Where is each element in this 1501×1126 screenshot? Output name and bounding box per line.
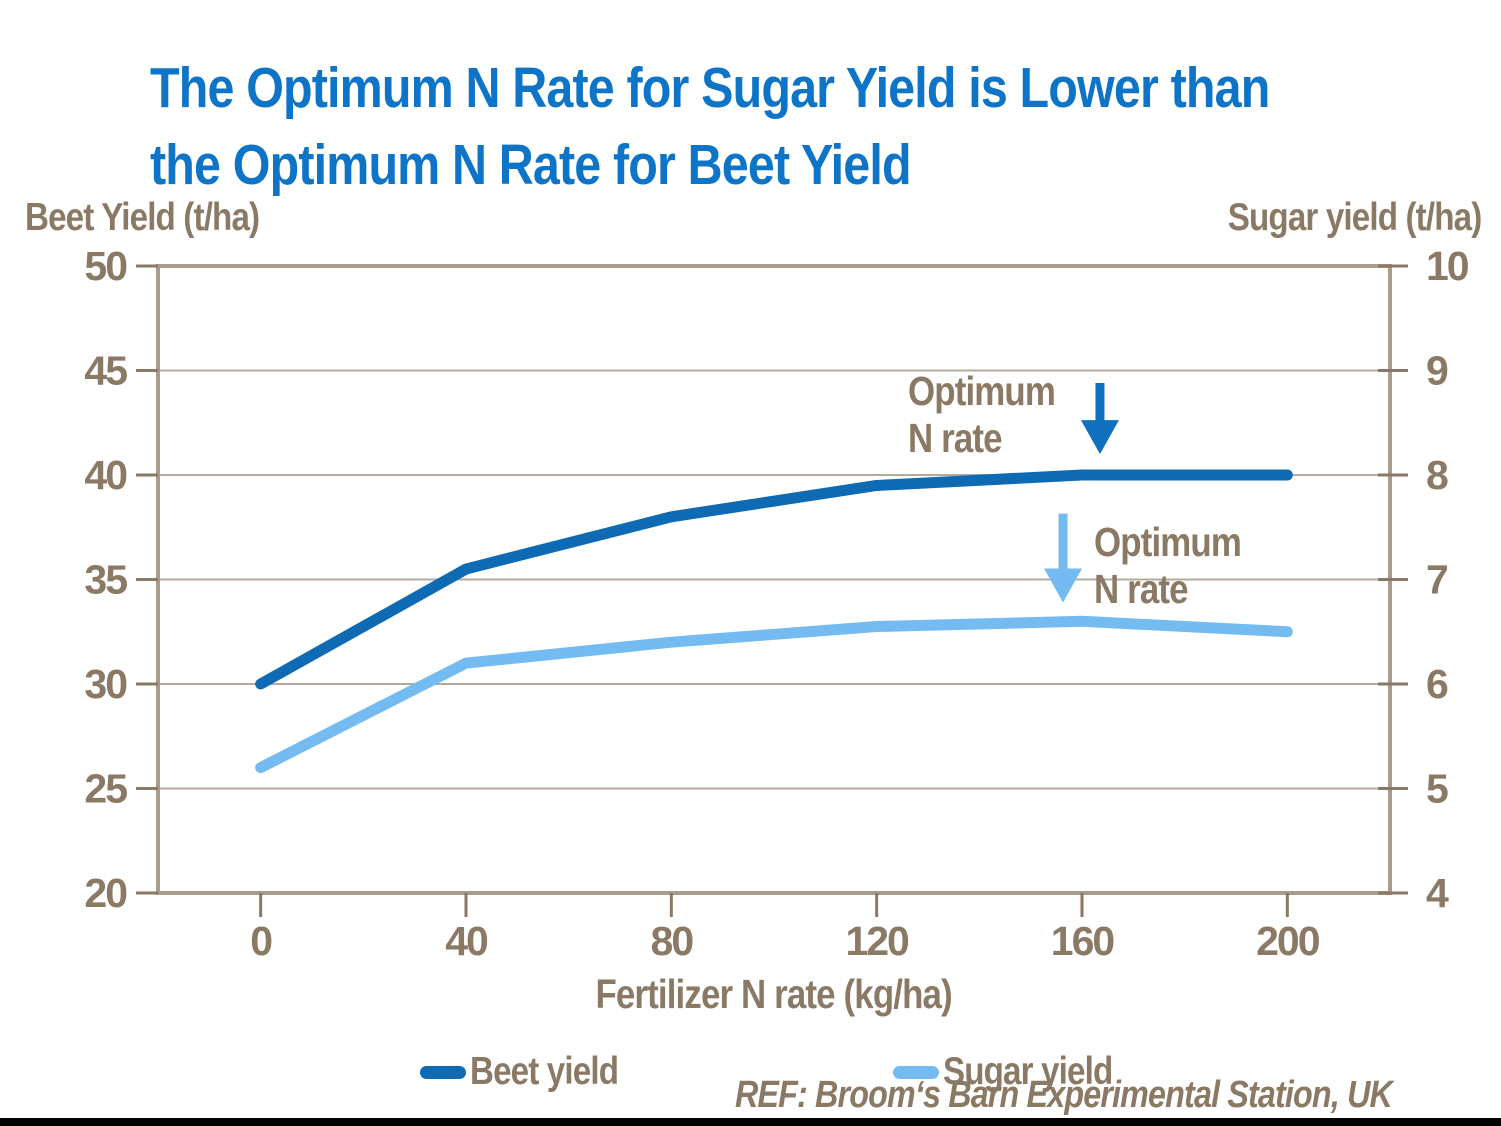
reference-text: REF: Broom‘s Barn Experimental Station, …: [734, 1074, 1393, 1116]
left-axis-tick-label: 45: [84, 348, 127, 394]
left-axis-tick-label: 25: [84, 766, 127, 812]
left-axis-tick-label: 35: [84, 557, 127, 603]
chart-title-line2: the Optimum N Rate for Beet Yield: [150, 133, 912, 197]
x-axis-tick-label: 40: [445, 918, 488, 964]
left-axis-label: Beet Yield (t/ha): [25, 196, 260, 239]
left-axis-tick-label: 40: [84, 452, 127, 498]
annotation-beet-optimum: Optimum N rate: [908, 368, 1081, 462]
x-axis-label: Fertilizer N rate (kg/ha): [595, 971, 953, 1017]
right-axis-tick-label: 8: [1426, 452, 1448, 498]
chart-title: The Optimum N Rate for Sugar Yield is Lo…: [150, 50, 1501, 204]
chart-title-line1: The Optimum N Rate for Sugar Yield is Lo…: [150, 56, 1270, 120]
right-axis-tick-label: 7: [1426, 557, 1447, 603]
beet-yield-swatch-icon: [420, 1065, 466, 1079]
x-axis-tick-label: 120: [845, 918, 909, 964]
right-axis-tick-label: 6: [1426, 661, 1448, 707]
legend-item-sugar-yield: Sugar yield: [893, 1048, 1142, 1096]
right-axis-tick-label: 5: [1426, 766, 1448, 812]
sugar-yield-swatch-icon: [893, 1065, 939, 1079]
left-axis-tick-label: 50: [84, 243, 127, 289]
left-axis-tick-label: 20: [84, 870, 127, 916]
x-axis-tick-label: 0: [250, 918, 272, 964]
legend-label-sugar-yield: Sugar yield: [943, 1050, 1113, 1093]
bottom-border-bar: [0, 1118, 1501, 1126]
beet-yield-line: [255, 469, 1293, 690]
legend-item-beet-yield: Beet yield: [420, 1048, 644, 1096]
sugar-yield-line: [255, 615, 1293, 774]
annotation-sugar-line2: N rate: [1094, 566, 1189, 612]
annotation-beet-line1: Optimum: [908, 368, 1056, 414]
annotation-sugar-line1: Optimum: [1094, 519, 1242, 565]
right-axis-tick-label: 4: [1426, 870, 1449, 916]
left-axis-tick-label: 30: [84, 661, 127, 707]
legend: Beet yield Sugar yield: [0, 1048, 1501, 1096]
legend-label-beet-yield: Beet yield: [470, 1050, 619, 1093]
right-axis-tick-label: 9: [1426, 348, 1448, 394]
x-axis-tick-label: 160: [1051, 918, 1115, 964]
optimum-arrow-beet-head-icon: [1080, 420, 1119, 455]
right-axis-tick-label: 10: [1426, 243, 1469, 289]
annotation-beet-line2: N rate: [908, 415, 1003, 461]
annotation-sugar-optimum: Optimum N rate: [1094, 519, 1267, 613]
right-axis-label: Sugar yield (t/ha): [1227, 196, 1481, 239]
x-axis-tick-label: 80: [651, 918, 694, 964]
x-axis-tick-label: 200: [1256, 918, 1320, 964]
optimum-arrow-sugar-head-icon: [1044, 568, 1083, 603]
